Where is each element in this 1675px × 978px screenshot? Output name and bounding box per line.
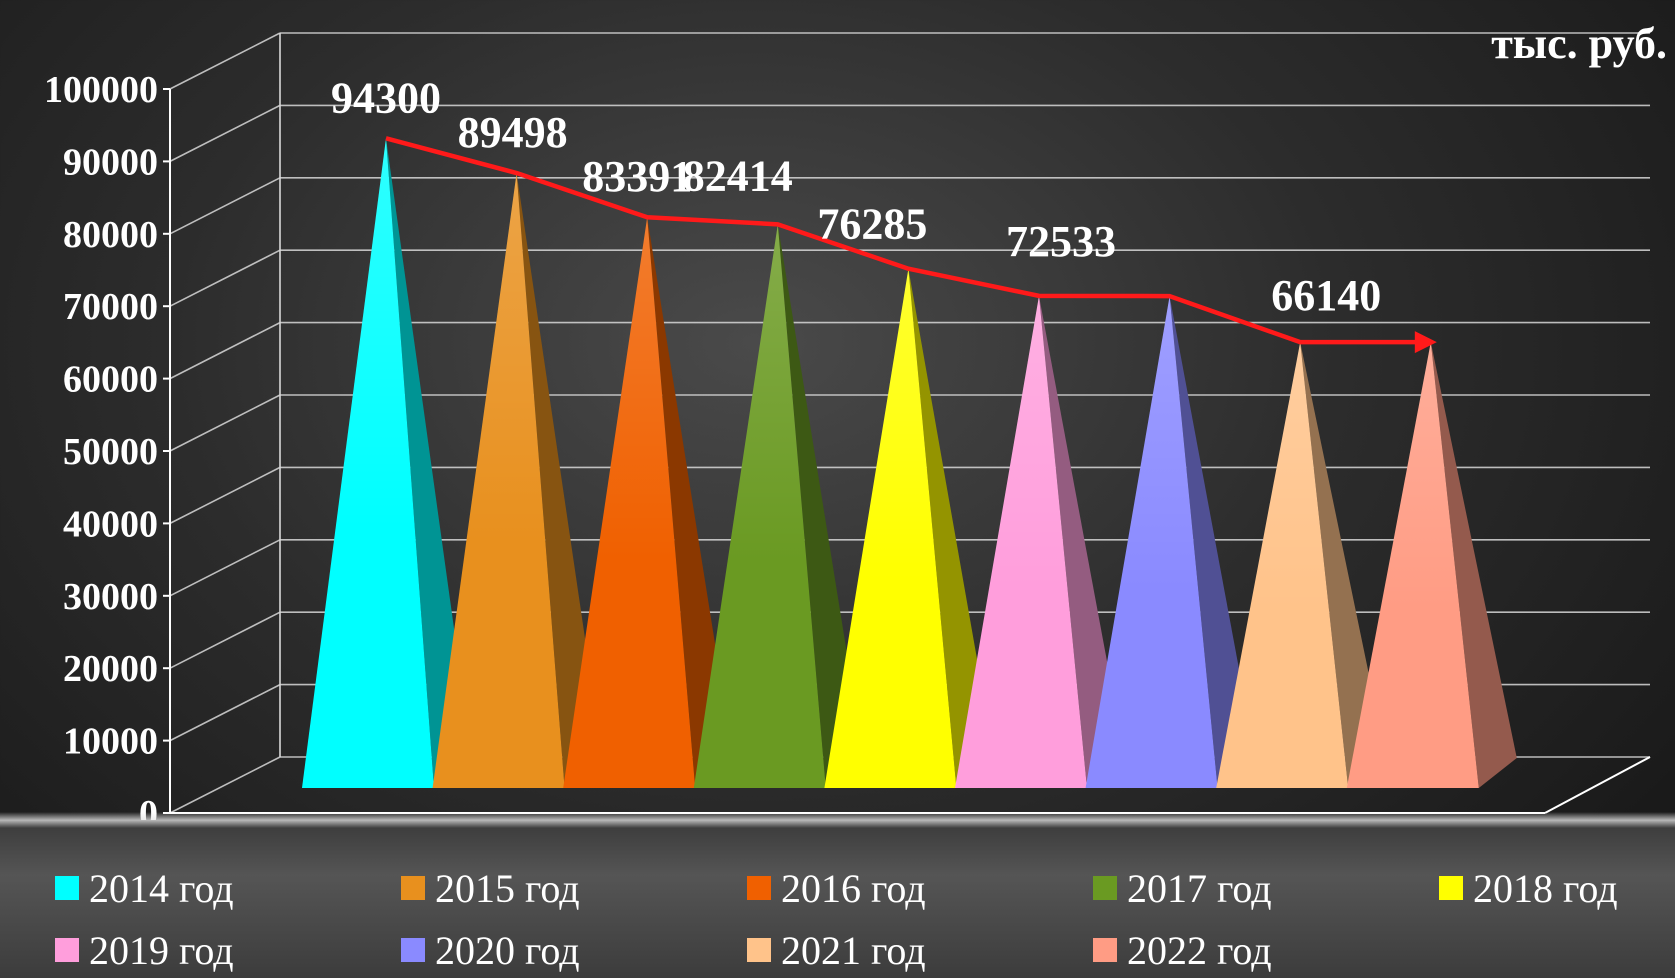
pyramid-side-face [516, 173, 603, 788]
data-label: 94300 [331, 73, 441, 122]
data-label: 66140 [1271, 271, 1381, 320]
pyramid-side-face [647, 217, 734, 789]
y-tick-label: 100000 [44, 69, 158, 111]
gridline-diagonal [169, 249, 281, 307]
gridline-diagonal [169, 177, 281, 235]
legend-label: 2016 год [781, 865, 926, 911]
floor-glow [0, 812, 1675, 828]
y-tick-label: 60000 [63, 359, 158, 401]
pyramid-highlight [1346, 342, 1479, 788]
data-label: 83391 [582, 152, 692, 201]
legend-label: 2015 год [435, 865, 580, 911]
legend-item: 2021 год [747, 924, 1093, 976]
pyramid-bar-2014-год [302, 138, 472, 788]
legend-item: 2022 год [1093, 924, 1439, 976]
gridline-diagonal [169, 104, 281, 163]
pyramid-highlight [955, 295, 1087, 788]
y-tick-label: 20000 [63, 648, 158, 690]
pyramid-side-face [1430, 342, 1517, 788]
pyramid-side-face [1039, 295, 1125, 788]
gridline-diagonal [169, 466, 281, 525]
legend-label: 2018 год [1473, 865, 1618, 911]
data-label: 82414 [683, 151, 793, 200]
legend-swatch [747, 876, 771, 900]
y-tick-label: 50000 [63, 431, 158, 473]
legend-swatch [1093, 876, 1117, 900]
pyramid-bar-2019-год [955, 295, 1125, 788]
gridline-diagonal [169, 611, 281, 669]
gridline-diagonal [169, 539, 281, 597]
legend-swatch [55, 876, 79, 900]
pyramid-side-face [1169, 296, 1256, 788]
legend-label: 2021 год [781, 927, 926, 973]
pyramid-highlight [1216, 342, 1349, 788]
gridline-diagonal [169, 32, 281, 90]
pyramid-bar-2022-год [1346, 342, 1517, 788]
legend-item: 2015 год [401, 862, 747, 914]
legend-label: 2020 год [435, 927, 580, 973]
y-axis-ticks: 0100002000030000400005000060000700008000… [44, 69, 170, 835]
pyramid-bar-2021-год [1216, 342, 1387, 788]
pyramid-highlight [824, 268, 957, 788]
gridline-diagonal [169, 683, 281, 742]
legend-item: 2017 год [1093, 862, 1439, 914]
pyramid-bar-2016-год [563, 217, 734, 789]
pyramid-chart: 0100002000030000400005000060000700008000… [44, 32, 1651, 835]
legend-label: 2019 год [89, 927, 234, 973]
gridline-diagonal [169, 394, 281, 452]
pyramid-highlight [1085, 296, 1218, 788]
legend-label: 2014 год [89, 865, 234, 911]
pyramid-highlight [432, 173, 565, 788]
legend-label: 2022 год [1127, 927, 1272, 973]
y-tick-label: 80000 [63, 214, 158, 256]
data-label: 76285 [817, 200, 927, 249]
legend-item: 2020 год [401, 924, 747, 976]
trend-arrowhead [1414, 331, 1437, 354]
data-label: 72533 [1006, 217, 1116, 266]
gridline-diagonal [169, 756, 281, 814]
chart-legend: 2014 год 2015 год 2016 год 2017 год 2018 год… [55, 862, 1675, 976]
pyramid-highlight [302, 138, 434, 788]
pyramid-bar-2020-год [1085, 296, 1256, 788]
pyramid-bars [302, 138, 1517, 789]
legend-swatch [401, 876, 425, 900]
legend-item: 2014 год [55, 862, 401, 914]
pyramid-bar-2017-год [693, 224, 864, 789]
y-tick-label: 40000 [63, 503, 158, 545]
y-tick-label: 10000 [63, 721, 158, 763]
data-label: 89498 [458, 108, 568, 157]
y-tick-label: 90000 [63, 141, 158, 183]
pyramid-bar-2015-год [432, 173, 603, 788]
legend-item: 2019 год [55, 924, 401, 976]
floor-right-edge [1544, 756, 1651, 814]
legend-item: 2016 год [747, 862, 1093, 914]
pyramid-highlight [693, 224, 826, 789]
y-tick-label: 30000 [63, 576, 158, 618]
legend-swatch [401, 938, 425, 962]
y-tick-label: 70000 [63, 286, 158, 328]
legend-swatch [1439, 876, 1463, 900]
legend-label: 2017 год [1127, 865, 1272, 911]
trend-line [385, 136, 1431, 345]
pyramid-side-face [1300, 342, 1387, 788]
legend-item: 2018 год [1439, 862, 1675, 914]
pyramid-highlight [563, 217, 696, 789]
pyramid-side-face [777, 224, 864, 789]
pyramid-side-face [908, 268, 995, 788]
pyramid-side-face [386, 138, 472, 788]
trend-line-group [385, 136, 1437, 354]
unit-label: тыс. руб. [1491, 19, 1667, 68]
gridline-diagonal [169, 321, 281, 380]
legend-swatch [1093, 938, 1117, 962]
legend-swatch [747, 938, 771, 962]
floor-band [0, 820, 1675, 978]
legend-swatch [55, 938, 79, 962]
pyramid-bar-2018-год [824, 268, 995, 788]
